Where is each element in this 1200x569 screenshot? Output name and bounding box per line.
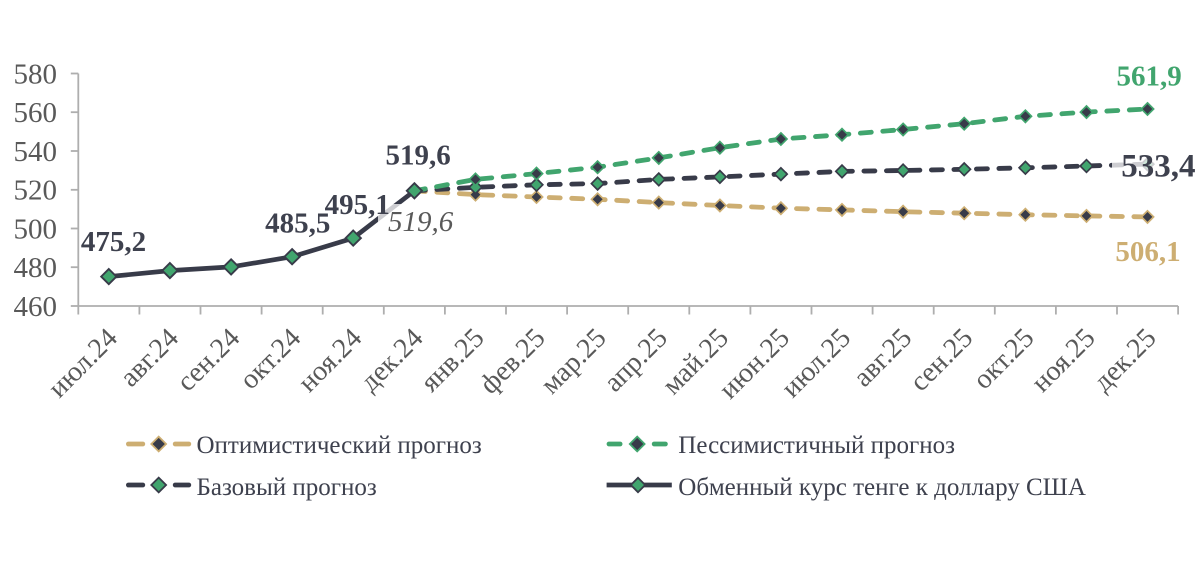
svg-text:480: 480: [14, 252, 58, 284]
svg-text:519,6: 519,6: [385, 139, 450, 171]
svg-text:519,6: 519,6: [388, 206, 454, 238]
svg-text:495,1: 495,1: [325, 189, 390, 221]
svg-text:560: 560: [14, 97, 58, 129]
svg-text:520: 520: [14, 175, 58, 207]
svg-text:500: 500: [14, 213, 58, 245]
svg-text:Оптимистический прогноз: Оптимистический прогноз: [197, 432, 482, 459]
svg-text:533,4: 533,4: [1121, 149, 1195, 185]
svg-text:475,2: 475,2: [81, 226, 146, 258]
svg-text:Базовый прогноз: Базовый прогноз: [197, 474, 377, 501]
svg-text:540: 540: [14, 136, 58, 168]
svg-text:580: 580: [14, 58, 58, 90]
svg-text:Обменный курс тенге к доллару: Обменный курс тенге к доллару США: [678, 474, 1086, 501]
svg-text:485,5: 485,5: [265, 207, 330, 239]
svg-text:561,9: 561,9: [1116, 61, 1181, 93]
svg-text:506,1: 506,1: [1115, 236, 1180, 268]
svg-text:460: 460: [14, 291, 58, 323]
svg-text:Пессимистичный прогноз: Пессимистичный прогноз: [678, 432, 955, 459]
